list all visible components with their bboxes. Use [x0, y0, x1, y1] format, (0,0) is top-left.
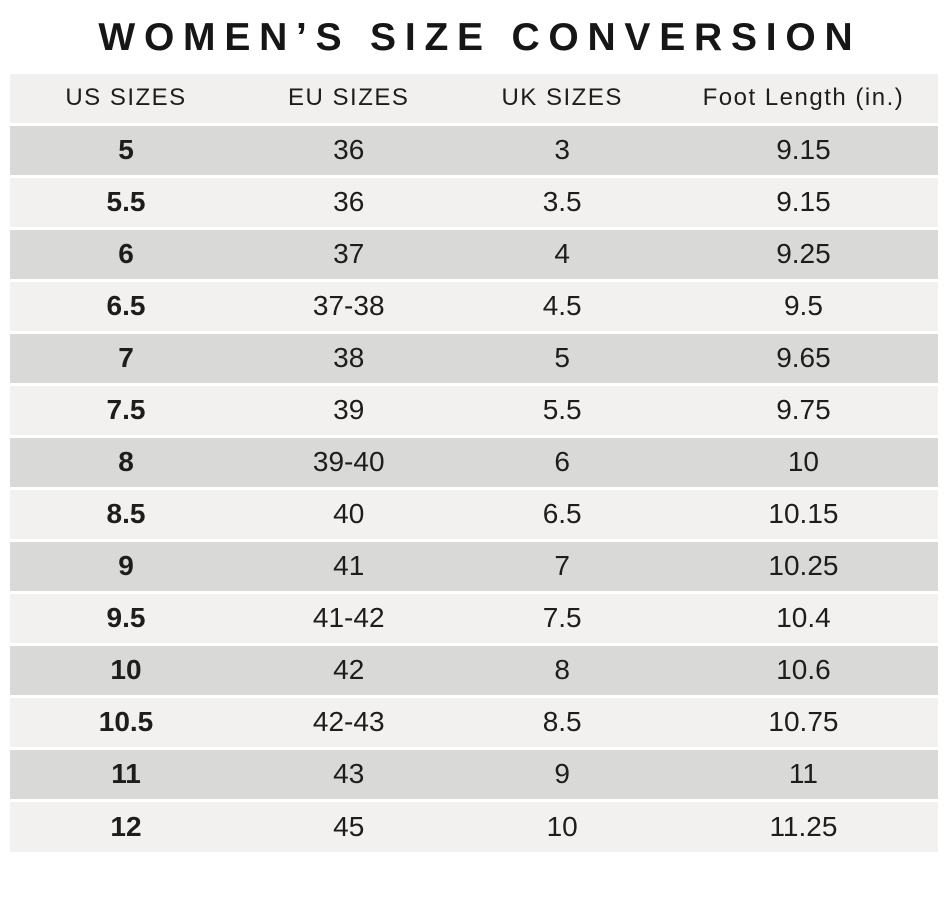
- cell-foot: 9.25: [668, 228, 938, 282]
- cell-uk: 10: [455, 800, 669, 852]
- cell-uk: 8: [455, 644, 669, 698]
- cell-eu: 43: [242, 748, 456, 802]
- cell-us: 9: [10, 540, 242, 594]
- cell-us: 10: [10, 644, 242, 698]
- column-header-uk-sizes: UK SIZES: [455, 74, 669, 126]
- cell-us: 6: [10, 228, 242, 282]
- cell-foot: 9.75: [668, 384, 938, 438]
- cell-eu: 39-40: [242, 436, 456, 490]
- cell-eu: 39: [242, 384, 456, 438]
- cell-uk: 5.5: [455, 384, 669, 438]
- cell-foot: 10.25: [668, 540, 938, 594]
- table-header: US SIZES EU SIZES UK SIZES Foot Length (…: [10, 74, 938, 126]
- page-title: WOMEN’S SIZE CONVERSION: [98, 16, 862, 59]
- cell-eu: 37: [242, 228, 456, 282]
- cell-foot: 10: [668, 436, 938, 490]
- cell-uk: 3.5: [455, 176, 669, 230]
- cell-uk: 5: [455, 332, 669, 386]
- cell-eu: 38: [242, 332, 456, 386]
- table-row: 6.5 37-38 4.5 9.5: [10, 280, 938, 334]
- cell-foot: 10.6: [668, 644, 938, 698]
- table-row: 10 42 8 10.6: [10, 644, 938, 698]
- column-header-foot-length: Foot Length (in.): [668, 74, 938, 126]
- cell-foot: 11.25: [668, 800, 938, 852]
- cell-eu: 36: [242, 176, 456, 230]
- cell-foot: 9.15: [668, 124, 938, 178]
- cell-us: 5: [10, 124, 242, 178]
- cell-uk: 9: [455, 748, 669, 802]
- table-row: 10.5 42-43 8.5 10.75: [10, 696, 938, 750]
- table-row: 7 38 5 9.65: [10, 332, 938, 386]
- cell-eu: 37-38: [242, 280, 456, 334]
- table-row: 9.5 41-42 7.5 10.4: [10, 592, 938, 646]
- column-header-eu-sizes: EU SIZES: [242, 74, 456, 126]
- cell-foot: 9.65: [668, 332, 938, 386]
- table-body: 5 36 3 9.15 5.5 36 3.5 9.15 6 37 4 9.25 6.5 37-38 4.5 9…: [10, 124, 938, 852]
- size-conversion-table: US SIZES EU SIZES UK SIZES Foot Length (…: [10, 74, 938, 852]
- cell-us: 9.5: [10, 592, 242, 646]
- cell-uk: 6.5: [455, 488, 669, 542]
- table-row: 7.5 39 5.5 9.75: [10, 384, 938, 438]
- cell-uk: 6: [455, 436, 669, 490]
- cell-eu: 42: [242, 644, 456, 698]
- cell-us: 6.5: [10, 280, 242, 334]
- cell-uk: 4: [455, 228, 669, 282]
- table-row: 8.5 40 6.5 10.15: [10, 488, 938, 542]
- table-row: 8 39-40 6 10: [10, 436, 938, 490]
- cell-us: 7: [10, 332, 242, 386]
- table-row: 5 36 3 9.15: [10, 124, 938, 178]
- cell-eu: 41: [242, 540, 456, 594]
- table-row: 12 45 10 11.25: [10, 800, 938, 852]
- cell-uk: 4.5: [455, 280, 669, 334]
- cell-uk: 8.5: [455, 696, 669, 750]
- cell-eu: 40: [242, 488, 456, 542]
- cell-us: 12: [10, 800, 242, 852]
- cell-foot: 10.4: [668, 592, 938, 646]
- cell-eu: 41-42: [242, 592, 456, 646]
- cell-eu: 42-43: [242, 696, 456, 750]
- cell-us: 8: [10, 436, 242, 490]
- table-row: 9 41 7 10.25: [10, 540, 938, 594]
- cell-us: 7.5: [10, 384, 242, 438]
- cell-us: 5.5: [10, 176, 242, 230]
- table-row: 6 37 4 9.25: [10, 228, 938, 282]
- cell-foot: 11: [668, 748, 938, 802]
- cell-foot: 10.15: [668, 488, 938, 542]
- cell-eu: 36: [242, 124, 456, 178]
- cell-us: 11: [10, 748, 242, 802]
- table-row: 11 43 9 11: [10, 748, 938, 802]
- cell-foot: 9.5: [668, 280, 938, 334]
- table-row: 5.5 36 3.5 9.15: [10, 176, 938, 230]
- cell-foot: 10.75: [668, 696, 938, 750]
- cell-uk: 7: [455, 540, 669, 594]
- cell-foot: 9.15: [668, 176, 938, 230]
- cell-us: 10.5: [10, 696, 242, 750]
- cell-eu: 45: [242, 800, 456, 852]
- cell-us: 8.5: [10, 488, 242, 542]
- cell-uk: 7.5: [455, 592, 669, 646]
- column-header-us-sizes: US SIZES: [10, 74, 242, 126]
- cell-uk: 3: [455, 124, 669, 178]
- header-row: US SIZES EU SIZES UK SIZES Foot Length (…: [10, 74, 938, 126]
